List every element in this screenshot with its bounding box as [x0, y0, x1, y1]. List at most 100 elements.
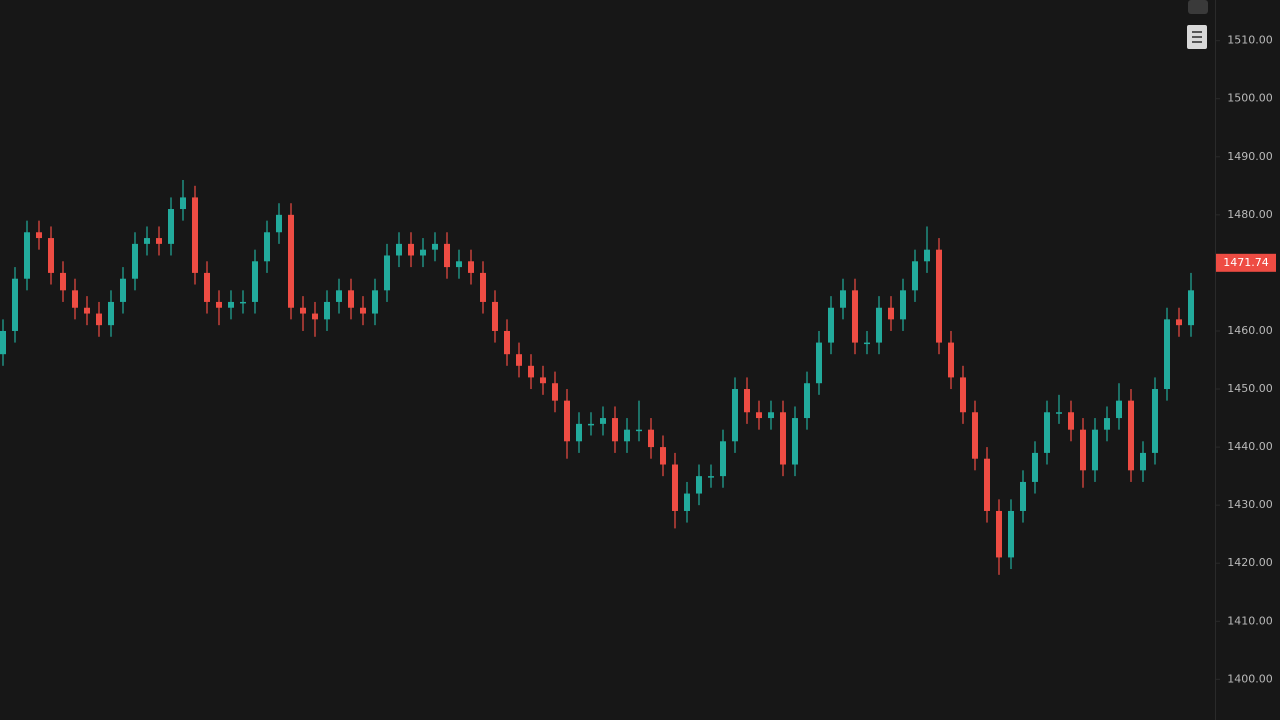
candle-body: [648, 429, 654, 448]
candle-body: [840, 290, 846, 308]
candle-body: [1032, 452, 1038, 482]
candle-body: [792, 418, 798, 465]
y-tick-label: 1400.00: [1227, 672, 1273, 685]
candle-body: [0, 330, 6, 355]
candle-body: [12, 278, 18, 331]
candle-body: [192, 197, 198, 273]
candle-body: [396, 243, 402, 256]
candle-body: [732, 389, 738, 442]
y-tick-label: 1460.00: [1227, 324, 1273, 337]
candle-body: [888, 307, 894, 320]
candle-body: [432, 243, 438, 250]
candle-body: [540, 377, 546, 384]
last-price-tag: [1216, 253, 1276, 272]
candle-body: [516, 354, 522, 366]
y-tick-label: 1500.00: [1227, 92, 1273, 105]
candle-body: [828, 307, 834, 343]
candle-body: [1008, 510, 1014, 558]
candle-body: [612, 418, 618, 442]
candle-body: [60, 272, 66, 291]
candle-body: [900, 290, 906, 320]
candle-body: [552, 383, 558, 401]
candle-body: [48, 238, 54, 273]
y-tick-label: 1420.00: [1227, 556, 1273, 569]
candle-body: [816, 342, 822, 384]
candle-body: [912, 261, 918, 291]
candle-body: [984, 458, 990, 511]
candle-body: [1044, 412, 1050, 453]
candle-body: [120, 278, 126, 302]
candle-body: [384, 255, 390, 291]
candle-body: [228, 301, 234, 308]
candle-body: [948, 342, 954, 378]
candle-body: [564, 400, 570, 442]
candle-body: [204, 272, 210, 302]
y-tick-label: 1430.00: [1227, 498, 1273, 511]
candle-body: [876, 307, 882, 343]
candle-body: [456, 261, 462, 268]
scroll-button[interactable]: [1188, 0, 1208, 14]
candle-body: [720, 441, 726, 477]
candle-body: [36, 232, 42, 239]
candle-body: [360, 307, 366, 314]
candle-body: [960, 377, 966, 413]
candle-body: [300, 307, 306, 314]
candle-body: [24, 232, 30, 279]
candle-body: [1152, 389, 1158, 453]
candle-body: [576, 423, 582, 442]
candle-body: [240, 301, 246, 304]
candle-body: [180, 197, 186, 210]
candle-body: [1188, 290, 1194, 326]
candle-body: [444, 243, 450, 268]
candle-body: [96, 313, 102, 326]
candle-body: [936, 249, 942, 343]
candle-body: [504, 330, 510, 355]
y-tick-label: 1450.00: [1227, 382, 1273, 395]
y-tick-label: 1440.00: [1227, 440, 1273, 453]
candle-body: [636, 429, 642, 432]
candle-body: [336, 290, 342, 302]
candle-body: [756, 412, 762, 419]
y-tick-label: 1510.00: [1227, 34, 1273, 47]
candle-body: [1140, 452, 1146, 471]
candle-body: [624, 429, 630, 442]
candle-body: [684, 493, 690, 511]
candle-body: [216, 301, 222, 308]
candle-body: [924, 249, 930, 262]
candle-body: [528, 365, 534, 378]
candle-body: [156, 238, 162, 244]
candle-body: [480, 272, 486, 302]
candle-body: [1056, 412, 1062, 414]
candle-body: [672, 464, 678, 511]
candle-body: [804, 383, 810, 419]
candle-body: [1116, 400, 1122, 419]
candle-body: [72, 290, 78, 308]
candle-body: [1092, 429, 1098, 471]
last-price-label: 1471.74: [1223, 256, 1269, 269]
y-tick-label: 1490.00: [1227, 150, 1273, 163]
candle-body: [132, 243, 138, 279]
candle-body: [348, 290, 354, 308]
candle-body: [744, 389, 750, 413]
candle-body: [780, 412, 786, 465]
y-tick-label: 1480.00: [1227, 208, 1273, 221]
candle-body: [108, 301, 114, 326]
candle-body: [1176, 319, 1182, 326]
candle-body: [312, 313, 318, 320]
candle-body: [1020, 481, 1026, 511]
menu-button[interactable]: [1187, 25, 1207, 49]
candle-body: [324, 301, 330, 320]
candle-body: [144, 238, 150, 244]
candle-body: [1164, 319, 1170, 390]
candle-body: [660, 447, 666, 465]
candle-body: [996, 510, 1002, 558]
candle-body: [708, 476, 714, 478]
candle-body: [252, 261, 258, 302]
candle-body: [372, 290, 378, 314]
candle-body: [276, 214, 282, 233]
candle-body: [468, 261, 474, 273]
candle-body: [588, 423, 594, 426]
